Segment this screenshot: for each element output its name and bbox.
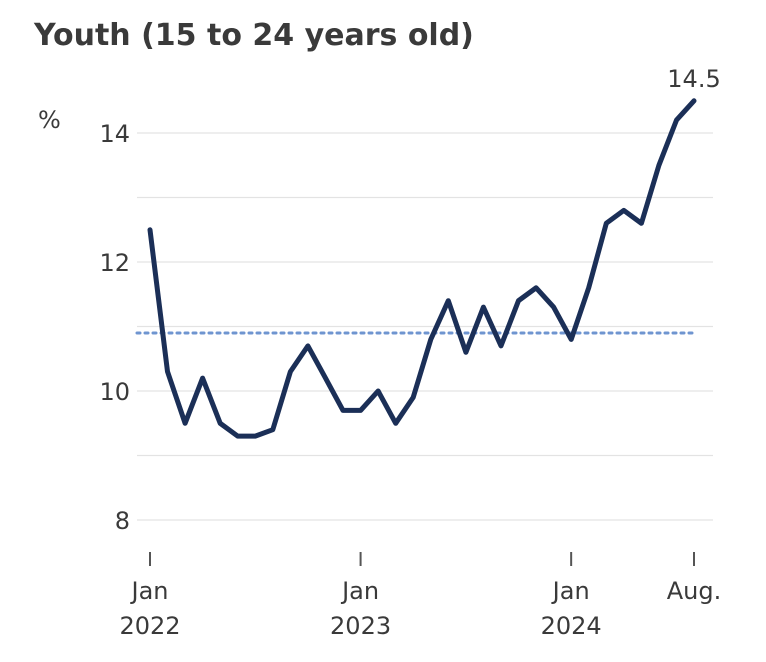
y-tick-label: 10 <box>99 378 130 406</box>
y-tick-label: 12 <box>99 249 130 277</box>
x-tick-label: Jan <box>340 577 379 605</box>
axis-layer <box>149 552 695 566</box>
x-tick-label: Aug. <box>667 577 722 605</box>
chart-title: Youth (15 to 24 years old) <box>34 18 474 53</box>
gridlines <box>137 132 713 521</box>
x-tick-label: Jan <box>551 577 590 605</box>
series-line <box>147 98 697 439</box>
series-layer <box>147 98 697 439</box>
y-tick-label: 14 <box>99 120 130 148</box>
y-axis-label: % <box>38 106 61 134</box>
x-tick-label: Jan <box>130 577 169 605</box>
x-tick-year-label: 2022 <box>119 612 180 640</box>
x-tick-year-label: 2023 <box>330 612 391 640</box>
y-tick-label: 8 <box>115 507 130 535</box>
data-label: 14.5 <box>667 65 720 93</box>
x-tick-year-label: 2024 <box>541 612 602 640</box>
label-layer: 8 10 12 14% Jan 2022 Jan 2023 Jan 2024 Aug. 14.5 <box>38 65 721 640</box>
